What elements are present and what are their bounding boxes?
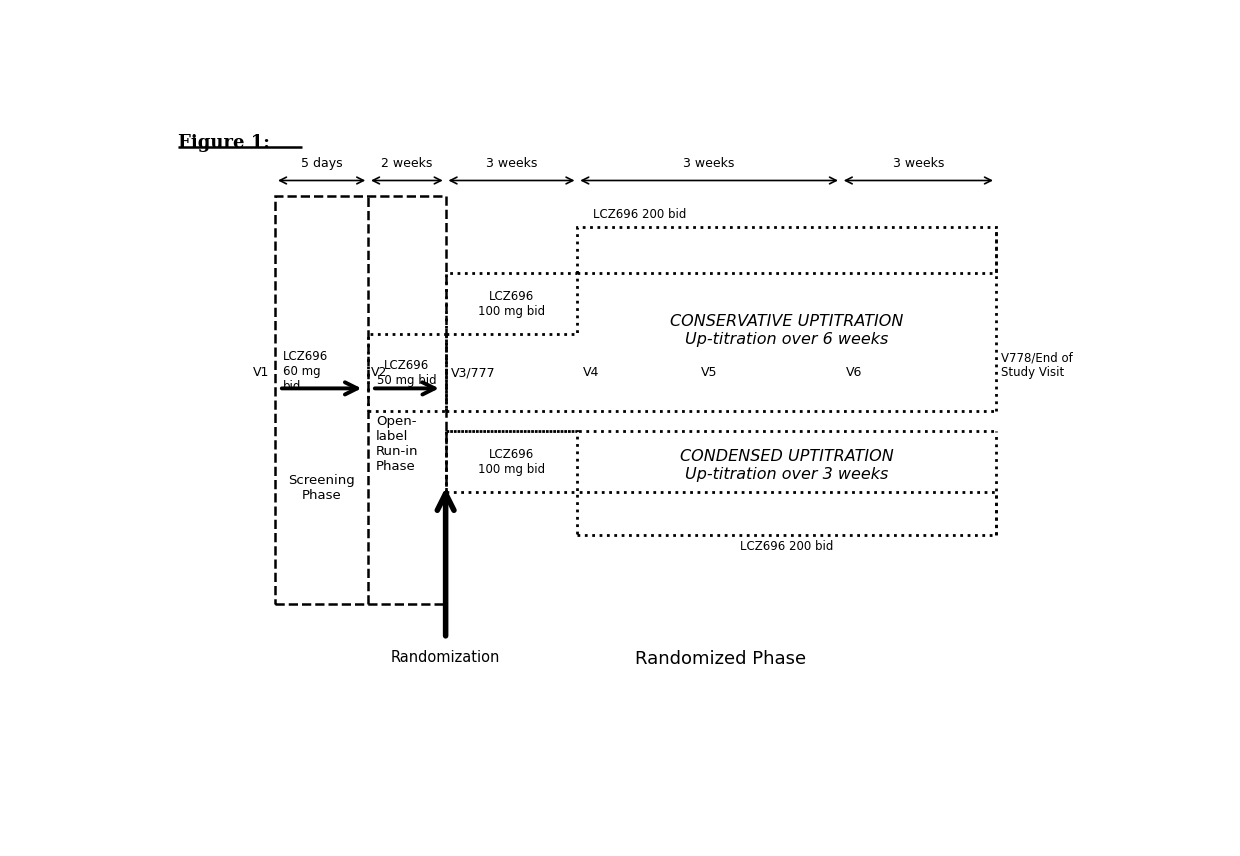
Text: 5 days: 5 days [301, 158, 342, 170]
Text: V2: V2 [371, 366, 388, 379]
Bar [368, 335, 445, 412]
Bar [445, 431, 578, 492]
Text: V4: V4 [583, 366, 599, 379]
Text: 3 weeks: 3 weeks [893, 158, 944, 170]
Text: 3 weeks: 3 weeks [486, 158, 537, 170]
Text: LCZ696
60 mg
bid: LCZ696 60 mg bid [283, 350, 329, 393]
Bar [445, 273, 578, 335]
Text: Randomization: Randomization [391, 651, 500, 665]
Text: V6: V6 [846, 366, 863, 379]
Text: V5: V5 [701, 366, 718, 379]
Text: LCZ696
100 mg bid: LCZ696 100 mg bid [477, 448, 546, 476]
Text: Screening
Phase: Screening Phase [288, 474, 355, 502]
Text: CONDENSED UPTITRATION
Up-titration over 3 weeks: CONDENSED UPTITRATION Up-titration over … [680, 449, 894, 482]
Text: Open-
label
Run-in
Phase: Open- label Run-in Phase [376, 415, 418, 473]
Text: 2 weeks: 2 weeks [381, 158, 433, 170]
Text: LCZ696
50 mg bid: LCZ696 50 mg bid [377, 359, 436, 387]
Text: LCZ696
100 mg bid: LCZ696 100 mg bid [477, 289, 546, 318]
Text: LCZ696 200 bid: LCZ696 200 bid [593, 208, 686, 222]
Text: V1: V1 [253, 366, 269, 379]
Bar [578, 492, 996, 535]
Bar [578, 227, 996, 273]
Text: V3/777: V3/777 [451, 366, 496, 379]
Bar [275, 196, 445, 604]
Text: LCZ696 200 bid: LCZ696 200 bid [740, 540, 833, 553]
Text: V778/End of
Study Visit: V778/End of Study Visit [1002, 351, 1073, 379]
Text: CONSERVATIVE UPTITRATION
Up-titration over 6 weeks: CONSERVATIVE UPTITRATION Up-titration ov… [670, 314, 903, 347]
Text: Figure 1:: Figure 1: [179, 134, 270, 152]
Text: Randomized Phase: Randomized Phase [635, 651, 806, 669]
Text: 3 weeks: 3 weeks [683, 158, 735, 170]
